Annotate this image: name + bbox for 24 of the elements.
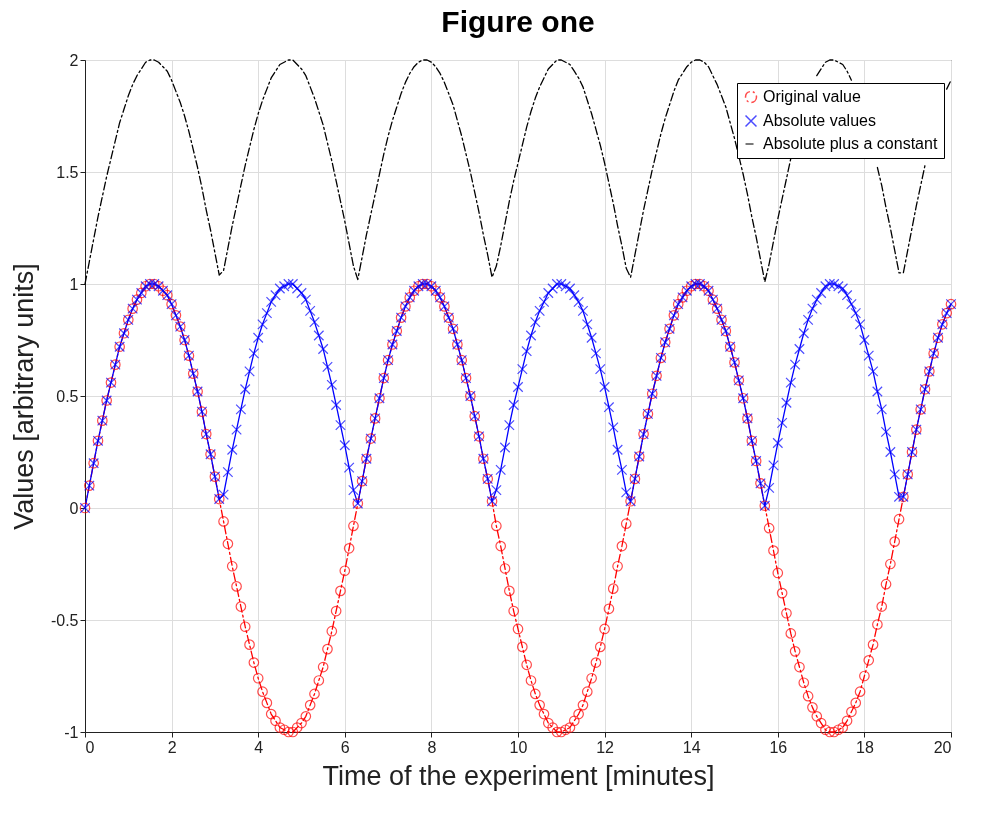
x-tick-label: 18 [856,738,874,756]
x-tick-label: 6 [340,738,350,756]
x-tick-label: 4 [254,738,264,756]
x-tick-label: 2 [167,738,177,756]
chart-title: Figure one [441,5,595,38]
x-axis-title: Time of the experiment [minutes] [322,760,715,791]
x-tick-label: 0 [85,738,95,756]
y-tick-label: -0.5 [50,611,79,629]
legend-label: Absolute values [763,112,876,129]
x-tick-label: 14 [682,738,701,756]
x-tick-label: 16 [769,738,788,756]
y-tick-label: -1 [64,723,79,741]
y-axis-title: Values [arbitrary units] [8,263,39,530]
x-tick-label: 8 [427,738,437,756]
x-tick-label: 10 [509,738,528,756]
legend-label: Absolute plus a constant [763,135,938,152]
x-tick-label: 12 [596,738,615,756]
y-tick-label: 1 [69,275,79,293]
x-tick-label: 20 [933,738,952,756]
y-tick-label: 1.5 [56,163,79,181]
y-tick-label: 2 [69,51,79,69]
y-tick-label: 0 [69,499,79,517]
legend-label: Original value [763,88,861,105]
y-tick-label: 0.5 [56,387,79,405]
